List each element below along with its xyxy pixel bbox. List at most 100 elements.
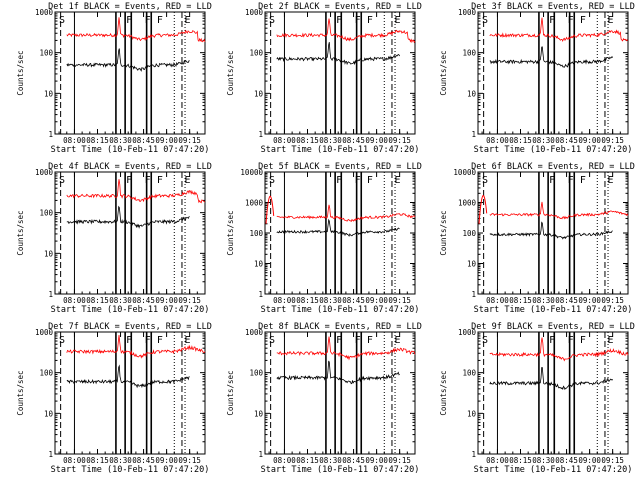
series-line-events [66, 364, 190, 389]
y-tick-label: 10 [44, 409, 54, 418]
x-tick-label: 09:15 [178, 456, 201, 465]
x-tick-label: 08:30 [532, 296, 555, 305]
plot-frame [264, 331, 416, 455]
segment-letter: F [568, 15, 574, 26]
x-tick-label: 09:15 [601, 456, 624, 465]
x-tick-label: 08:00 [486, 296, 509, 305]
series-line-lld-peak [265, 195, 275, 224]
segment-letter: F [367, 335, 373, 346]
segment-letter: F [336, 175, 342, 186]
x-tick-label: 08:30 [532, 136, 555, 145]
x-tick-label: 08:15 [509, 456, 532, 465]
y-tick-label: 100 [249, 369, 263, 378]
x-tick-label: 09:00 [578, 296, 601, 305]
series-line-lld [66, 179, 206, 204]
segment-letter: F [145, 335, 151, 346]
x-tick-label: 08:45 [132, 136, 155, 145]
y-tick-label: 1000 [245, 328, 264, 337]
chart-title: Det 4f BLACK = Events, RED = LLD [48, 162, 212, 172]
x-tick-label: 08:00 [63, 456, 86, 465]
segment-letter: F [580, 15, 586, 26]
y-tick-label: 1 [48, 130, 53, 139]
segment-letter: F [126, 175, 132, 186]
y-axis-title: Counts/sec [226, 370, 235, 415]
y-tick-label: 1000 [35, 168, 54, 177]
segment-letter: F [355, 335, 361, 346]
x-tick-label: 09:00 [578, 456, 601, 465]
x-tick-label: 08:30 [109, 136, 132, 145]
chart-title: Det 5f BLACK = Events, RED = LLD [258, 162, 422, 172]
x-axis-title: Start Time (10-Feb-11 07:47:20) [51, 145, 210, 155]
segment-letter: S [269, 335, 275, 346]
x-tick-label: 09:15 [388, 136, 411, 145]
y-tick-label: 100 [249, 49, 263, 58]
segment-letter: F [580, 175, 586, 186]
x-tick-label: 09:00 [155, 296, 178, 305]
x-tick-label: 08:45 [555, 136, 578, 145]
chart-title: Det 2f BLACK = Events, RED = LLD [258, 2, 422, 12]
series-line-events [489, 367, 613, 391]
y-tick-label: 10 [254, 409, 264, 418]
x-tick-label: 09:15 [388, 456, 411, 465]
y-tick-label: 100 [462, 49, 476, 58]
chart-panel-9: Det 9f BLACK = Events, RED = LLD 1 10 100 10… [439, 322, 635, 475]
x-tick-label: 08:15 [86, 296, 109, 305]
segment-letter: F [549, 335, 555, 346]
segment-letter: S [269, 15, 275, 26]
series-line-events [276, 42, 400, 66]
plot-frame [477, 331, 629, 455]
x-tick-label: 08:30 [319, 296, 342, 305]
x-tick-label: 09:15 [178, 296, 201, 305]
x-tick-label: 09:00 [155, 456, 178, 465]
y-tick-label: 10000 [240, 168, 263, 177]
y-axis-title: Counts/sec [16, 50, 25, 95]
series-line-lld [276, 18, 416, 44]
x-tick-label: 09:00 [578, 136, 601, 145]
y-tick-label: 10 [44, 89, 54, 98]
plot-frame [54, 171, 206, 295]
x-tick-label: 09:15 [388, 296, 411, 305]
x-tick-label: 08:45 [132, 456, 155, 465]
series-line-events [276, 360, 400, 385]
chart-panel-4: Det 4f BLACK = Events, RED = LLD 1 10 100 10… [16, 162, 212, 315]
y-tick-label: 1 [258, 130, 263, 139]
x-tick-label: 09:00 [365, 136, 388, 145]
x-tick-label: 08:00 [63, 136, 86, 145]
y-tick-label: 1 [48, 290, 53, 299]
y-axis-title: Counts/sec [439, 50, 448, 95]
segment-letter: E [394, 15, 400, 26]
chart-panel-6: Det 6f BLACK = Events, RED = LLD 1 10 100 10… [439, 162, 635, 315]
series-line-lld [276, 204, 416, 223]
segment-letter: E [607, 335, 613, 346]
x-tick-label: 08:00 [486, 136, 509, 145]
segment-letter: F [549, 15, 555, 26]
segment-letter: F [145, 15, 151, 26]
plot-frame [54, 11, 206, 135]
chart-title: Det 1f BLACK = Events, RED = LLD [48, 2, 212, 12]
y-tick-label: 10 [467, 89, 477, 98]
x-tick-label: 08:00 [273, 296, 296, 305]
chart-title: Det 7f BLACK = Events, RED = LLD [48, 322, 212, 332]
y-tick-label: 10000 [453, 168, 476, 177]
y-tick-label: 100 [39, 49, 53, 58]
y-axis-title: Counts/sec [439, 210, 448, 255]
chart-title: Det 3f BLACK = Events, RED = LLD [471, 2, 635, 12]
x-tick-label: 08:45 [342, 456, 365, 465]
segment-letter: E [394, 335, 400, 346]
plot-frame [264, 11, 416, 135]
y-tick-label: 1000 [458, 199, 477, 208]
y-tick-label: 100 [249, 229, 263, 238]
y-tick-label: 10 [254, 260, 264, 269]
y-tick-label: 1000 [245, 199, 264, 208]
segment-letter: F [157, 335, 163, 346]
segment-letter: S [482, 175, 488, 186]
chart-panel-5: Det 5f BLACK = Events, RED = LLD 1 10 100 10… [226, 162, 422, 315]
series-line-lld-peak [478, 194, 488, 224]
y-tick-label: 1000 [458, 8, 477, 17]
y-axis-title: Counts/sec [16, 210, 25, 255]
chart-panel-3: Det 3f BLACK = Events, RED = LLD 1 10 100 10… [439, 2, 635, 155]
x-axis-title: Start Time (10-Feb-11 07:47:20) [474, 305, 633, 315]
series-line-lld [276, 336, 416, 361]
segment-letter: F [367, 175, 373, 186]
segment-letter: S [59, 15, 65, 26]
